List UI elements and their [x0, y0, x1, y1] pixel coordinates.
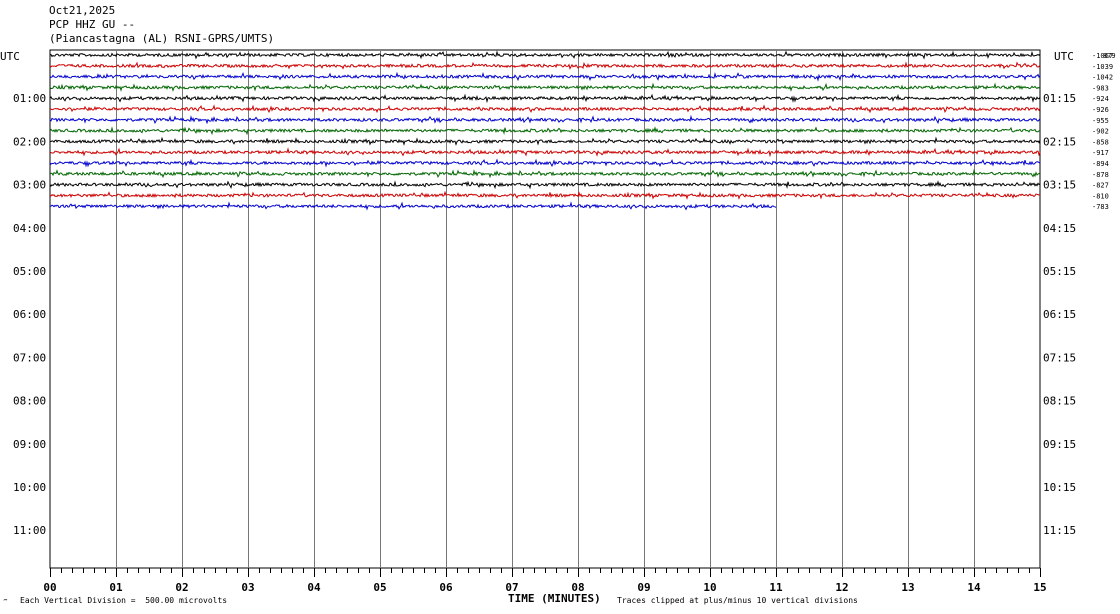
- trace-offset-label: -1042: [1092, 74, 1113, 82]
- right-hour-label: 04:15: [1043, 222, 1076, 235]
- x-tick-label: 09: [637, 581, 650, 594]
- left-hour-label: 06:00: [13, 308, 46, 321]
- right-utc-label: UTC: [1054, 50, 1074, 63]
- seismic-trace-12: [49, 168, 1041, 179]
- left-hour-label: 10:00: [13, 481, 46, 494]
- trace-offset-label: -827: [1092, 182, 1109, 190]
- x-axis-title: TIME (MINUTES): [508, 592, 601, 605]
- seismic-trace-2: [49, 61, 1041, 70]
- x-tick-label: 15: [1033, 581, 1046, 594]
- x-tick-label: 01: [109, 581, 123, 594]
- left-hour-label: 11:00: [13, 524, 46, 537]
- trace-offset-label: -878: [1092, 171, 1109, 179]
- seismic-trace-8: [49, 126, 1040, 136]
- x-tick-label: 06: [439, 581, 453, 594]
- x-tick-label: 13: [901, 581, 914, 594]
- x-tick-label: 00: [43, 581, 56, 594]
- seismic-trace-14: [49, 190, 1040, 200]
- x-tick-label: 11: [769, 581, 783, 594]
- x-tick-label: 10: [703, 581, 716, 594]
- trace-offset-label: -810: [1092, 192, 1109, 200]
- x-tick-label: 07: [505, 581, 518, 594]
- right-hour-label: 07:15: [1043, 351, 1076, 364]
- right-hour-label: 03:15: [1043, 179, 1076, 192]
- date-label: Oct21,2025: [49, 4, 116, 17]
- trace-offset-label: -894: [1092, 160, 1109, 168]
- x-tick-label: 14: [967, 581, 981, 594]
- trace-offset-label: -1067: [1092, 52, 1113, 60]
- seismic-trace-4: [49, 82, 1041, 92]
- right-hour-label: 01:15: [1043, 92, 1076, 105]
- channel-label: PCP HHZ GU --: [49, 18, 136, 31]
- x-tick-label: 05: [373, 581, 386, 594]
- x-tick-label: 04: [307, 581, 321, 594]
- left-hour-label: 09:00: [13, 438, 46, 451]
- corner-mark: ‴: [3, 598, 8, 607]
- left-utc-label: UTC: [0, 50, 20, 63]
- right-hour-label: 11:15: [1043, 524, 1076, 537]
- left-hour-label: 08:00: [13, 395, 46, 408]
- seismic-trace-9: [49, 136, 1041, 146]
- seismic-trace-11: [49, 158, 1041, 168]
- footer-scale-note: Each Vertical Division = 500.00 microvol…: [20, 596, 228, 605]
- x-tick-label: 12: [835, 581, 848, 594]
- trace-offset-label: -917: [1092, 149, 1109, 157]
- footer-clip-note: Traces clipped at plus/minus 10 vertical…: [617, 596, 858, 605]
- right-hour-label: 06:15: [1043, 308, 1076, 321]
- trace-offset-label: -926: [1092, 106, 1109, 114]
- seismic-trace-10: [49, 147, 1041, 158]
- x-tick-label: 02: [175, 581, 188, 594]
- station-label: (Piancastagna (AL) RSNI-GPRS/UMTS): [49, 32, 275, 45]
- right-hour-label: 10:15: [1043, 481, 1076, 494]
- trace-offset-label: -902: [1092, 128, 1109, 136]
- left-hour-label: 07:00: [13, 351, 46, 364]
- seismic-trace-15: [49, 201, 777, 211]
- seismic-trace-7: [49, 114, 1041, 125]
- trace-offset-label: -858: [1092, 138, 1109, 146]
- left-hour-label: 04:00: [13, 222, 46, 235]
- seismic-trace-6: [50, 104, 1041, 114]
- left-hour-label: 01:00: [13, 92, 46, 105]
- left-hour-label: 02:00: [13, 135, 46, 148]
- plot-frame: [49, 49, 1041, 569]
- seismic-trace-13: [49, 180, 1041, 190]
- right-hour-label: 02:15: [1043, 135, 1076, 148]
- left-hour-label: 05:00: [13, 265, 46, 278]
- trace-offset-label: -1039: [1092, 63, 1113, 71]
- seismic-trace-1: [49, 50, 1041, 60]
- right-hour-label: 05:15: [1043, 265, 1076, 278]
- right-hour-label: 08:15: [1043, 395, 1076, 408]
- left-hour-label: 03:00: [13, 179, 46, 192]
- seismic-trace-5: [49, 93, 1041, 104]
- seismic-trace-3: [49, 71, 1041, 82]
- top-right-extra-label: 879: [1103, 52, 1116, 60]
- trace-offset-label: -983: [1092, 84, 1109, 92]
- trace-offset-label: -924: [1092, 95, 1109, 103]
- x-tick-label: 03: [241, 581, 254, 594]
- trace-offset-label: -783: [1092, 203, 1109, 211]
- right-hour-label: 09:15: [1043, 438, 1076, 451]
- trace-offset-label: -955: [1092, 117, 1109, 125]
- x-tick-label: 08: [571, 581, 584, 594]
